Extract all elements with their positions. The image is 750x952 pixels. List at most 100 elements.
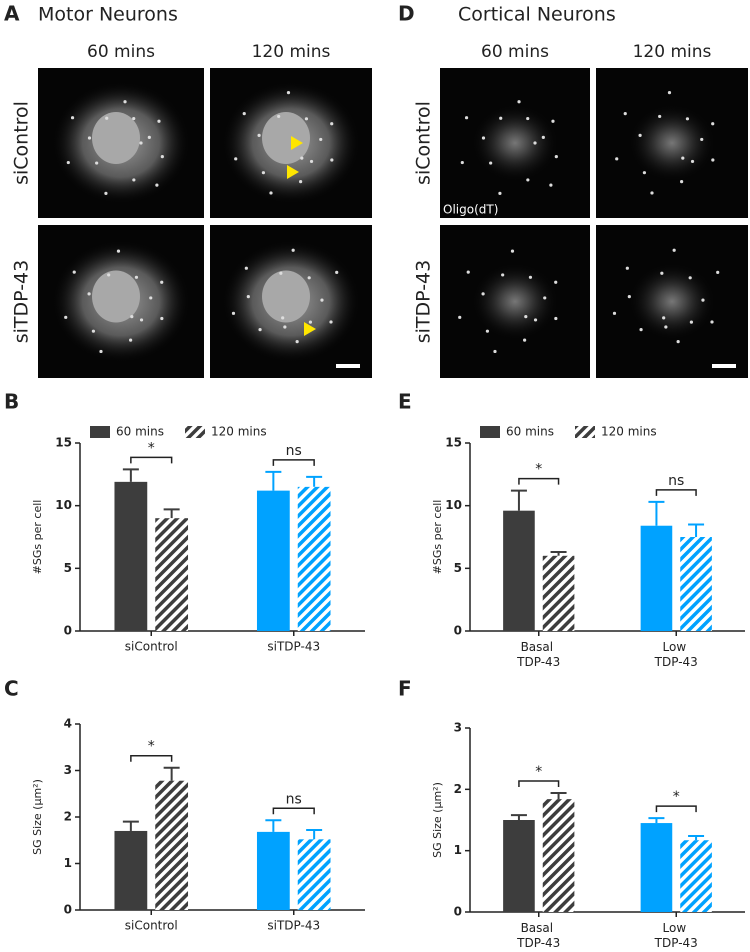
y-tick-label: 3	[64, 763, 72, 777]
granule	[710, 320, 714, 324]
nucleus	[92, 270, 140, 323]
granule	[134, 275, 139, 279]
granule	[70, 116, 75, 120]
significance-bracket	[272, 459, 315, 466]
granule	[493, 349, 497, 354]
granule	[528, 275, 533, 279]
y-tick-label: 5	[64, 561, 72, 575]
significance-label: *	[148, 739, 155, 755]
granule	[335, 270, 339, 274]
granule	[543, 296, 547, 300]
granule	[132, 116, 136, 121]
nucleus	[92, 112, 140, 164]
panel-letter: A	[4, 2, 20, 26]
granule	[650, 191, 654, 195]
granule	[286, 91, 291, 95]
granule	[147, 135, 151, 140]
granule	[466, 270, 470, 274]
granule	[291, 248, 295, 252]
significance-label: *	[535, 764, 542, 780]
y-axis-label: SG Size (μm²)	[431, 782, 444, 858]
y-tick-label: 0	[454, 905, 462, 919]
granule	[246, 295, 250, 299]
granule	[242, 112, 246, 116]
granule	[319, 137, 323, 142]
significance-bracket	[130, 754, 173, 762]
granule	[612, 311, 617, 315]
bar	[542, 555, 575, 631]
significance-label: *	[148, 440, 155, 456]
granule	[499, 116, 503, 120]
granule	[299, 180, 303, 184]
granule	[498, 191, 502, 196]
panel-title: Motor Neurons	[38, 4, 178, 26]
granule	[330, 158, 334, 162]
granule	[541, 135, 545, 140]
granule	[130, 315, 134, 319]
significance-label: ns	[286, 443, 302, 459]
y-tick-label: 0	[64, 624, 72, 638]
granule	[91, 329, 96, 333]
legend-label: 120 mins	[211, 425, 267, 439]
granule	[277, 114, 281, 119]
bar	[680, 840, 712, 912]
granule	[329, 320, 333, 324]
granule	[107, 273, 111, 277]
y-tick-label: 4	[64, 717, 72, 731]
granule	[155, 183, 159, 187]
bar	[297, 486, 331, 631]
y-tick-label: 0	[454, 624, 462, 638]
granule	[132, 178, 136, 182]
x-tick-label: siControl	[125, 640, 178, 654]
bar	[503, 820, 535, 912]
granule	[64, 315, 68, 319]
nucleus	[262, 270, 310, 323]
granule	[639, 328, 643, 332]
granule	[481, 292, 485, 296]
legend-label: 120 mins	[601, 425, 657, 439]
granule	[551, 119, 555, 123]
x-tick-label: siTDP-43	[267, 919, 320, 933]
granule	[460, 160, 464, 165]
granule	[300, 156, 304, 160]
y-axis-label: SG Size (μm²)	[31, 779, 44, 855]
granule	[533, 141, 537, 145]
significance-bracket	[130, 456, 173, 464]
granule	[95, 161, 99, 165]
granule	[711, 158, 715, 162]
granule	[99, 349, 103, 354]
granule	[664, 325, 668, 329]
granule	[533, 318, 538, 322]
x-tick-label: siTDP-43	[267, 640, 320, 654]
row-label: siTDP-43	[413, 260, 435, 344]
granule	[701, 298, 705, 302]
granule	[72, 270, 76, 274]
granule	[676, 340, 680, 344]
x-tick-label: Basal TDP-43	[516, 921, 560, 950]
panel-letter: C	[4, 677, 19, 701]
granule	[281, 316, 285, 320]
bar	[542, 799, 575, 912]
granule	[660, 271, 664, 275]
granule	[554, 154, 558, 159]
granule	[658, 114, 662, 119]
granule	[149, 296, 153, 300]
granule	[123, 100, 127, 104]
granule	[283, 325, 287, 329]
y-tick-label: 1	[64, 856, 72, 870]
cell-body	[627, 103, 717, 183]
granule	[526, 178, 530, 182]
y-tick-label: 3	[454, 721, 462, 735]
y-axis-label: #SGs per cell	[431, 500, 444, 575]
panel-letter: B	[4, 390, 19, 414]
granule	[680, 180, 684, 184]
granule	[681, 156, 685, 160]
cell-body	[627, 261, 717, 342]
granule	[526, 116, 530, 121]
row-label: siControl	[413, 101, 435, 185]
granule	[87, 292, 91, 296]
granule	[105, 116, 109, 120]
x-tick-label: siControl	[125, 919, 178, 933]
column-header: 60 mins	[87, 42, 155, 62]
granule	[549, 183, 553, 187]
